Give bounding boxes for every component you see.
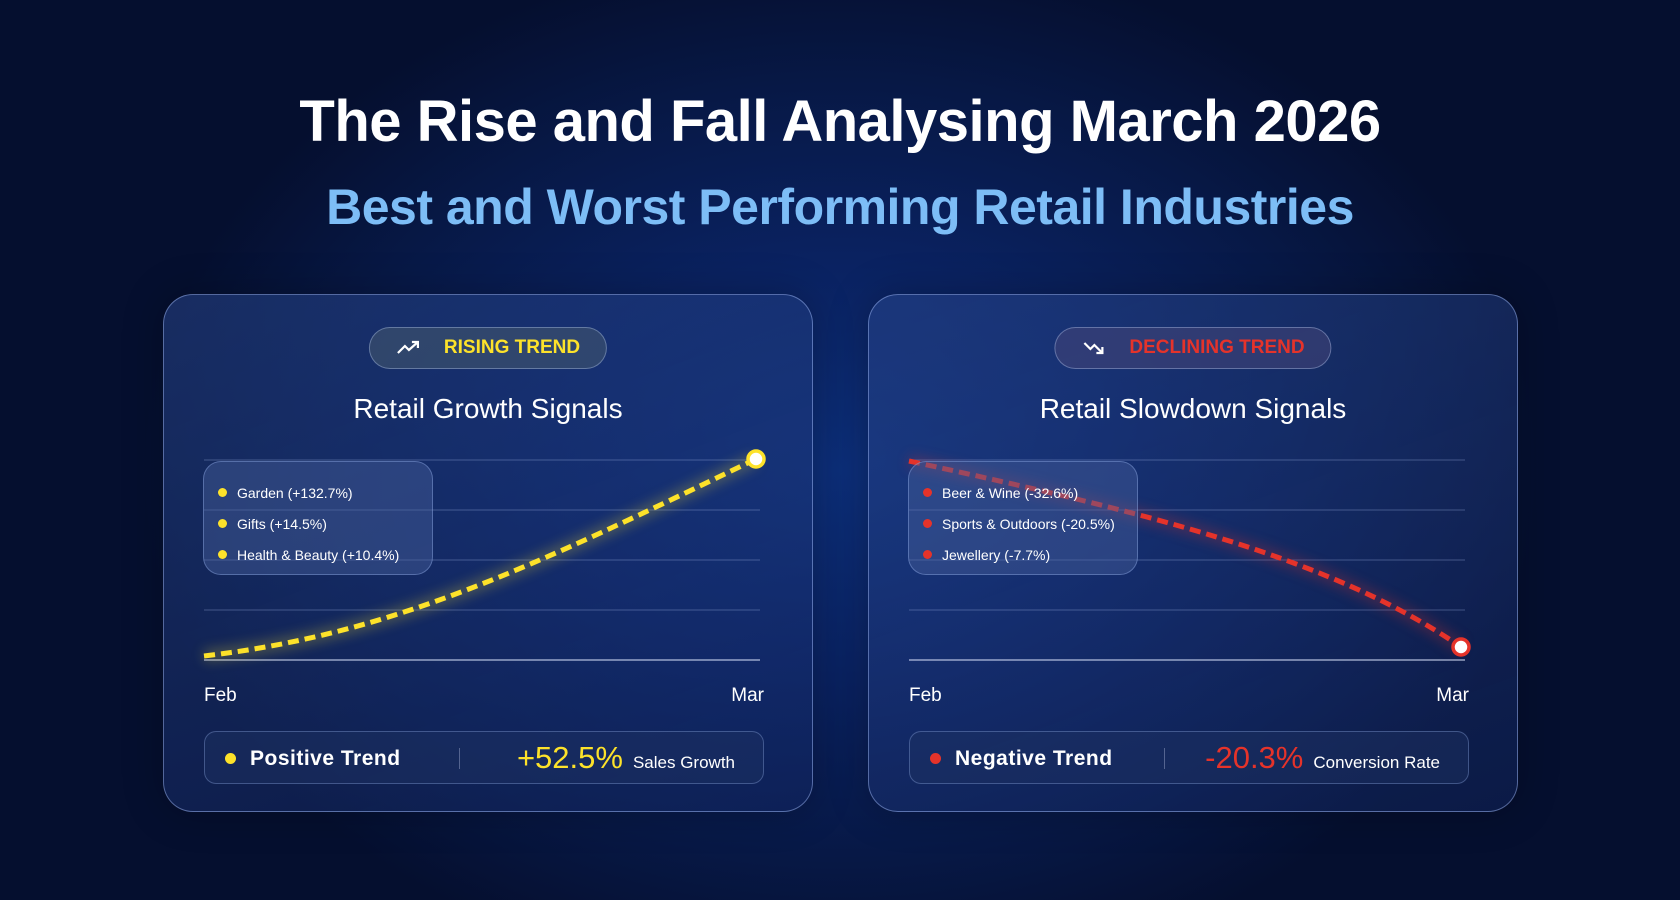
chart-legend: Beer & Wine (-32.6%) Sports & Outdoors (…: [908, 461, 1138, 575]
trend-up-icon: [397, 340, 420, 354]
trend-summary: Negative Trend -20.3% Conversion Rate: [909, 731, 1469, 784]
metric-label: Sales Growth: [632, 753, 735, 772]
series-line: [908, 458, 1463, 650]
legend-label: Garden (+132.7%): [237, 484, 353, 501]
trend-label: Positive Trend: [250, 746, 401, 770]
x-tick-label: Mar: [1436, 685, 1469, 706]
legend-dot-icon: [923, 519, 932, 528]
x-tick-label: Feb: [204, 685, 237, 706]
metric-label: Conversion Rate: [1313, 753, 1440, 772]
trend-label: Negative Trend: [955, 746, 1113, 770]
x-tick-label: Feb: [909, 685, 942, 706]
declining-trend-badge: DECLINING TREND: [1054, 327, 1332, 369]
trend-down-icon: [1083, 342, 1104, 355]
metric-value: +52.5%: [516, 740, 623, 775]
legend-dot-icon: [218, 550, 227, 559]
chart-legend: Garden (+132.7%) Gifts (+14.5%) Health &…: [203, 461, 433, 575]
card-title: Retail Growth Signals: [353, 393, 623, 424]
growth-chart-svg: [203, 449, 766, 662]
legend-label: Health & Beauty (+10.4%): [237, 546, 400, 563]
status-dot-icon: [930, 753, 941, 764]
legend-item: Health & Beauty (+10.4%): [218, 539, 432, 570]
legend-item: Gifts (+14.5%): [218, 508, 432, 539]
slowdown-chart-svg: [907, 455, 1471, 661]
trend-summary: Positive Trend +52.5% Sales Growth: [204, 731, 764, 784]
divider: [459, 748, 460, 769]
page-subtitle: Best and Worst Performing Retail Industr…: [326, 179, 1354, 235]
legend-label: Jewellery (-7.7%): [942, 546, 1051, 563]
legend-item: Jewellery (-7.7%): [923, 539, 1137, 570]
divider: [1164, 748, 1165, 769]
badge-label: DECLINING TREND: [1129, 337, 1305, 358]
legend-item: Sports & Outdoors (-20.5%): [923, 508, 1137, 539]
legend-label: Gifts (+14.5%): [237, 515, 327, 532]
rising-trend-badge: RISING TREND: [368, 327, 608, 369]
slowdown-chart: [907, 455, 1471, 661]
metric-value: -20.3%: [1205, 740, 1304, 775]
rising-trend-card: RISING TREND Retail Growth Signals Garde…: [163, 294, 813, 812]
x-tick-label: Mar: [731, 685, 764, 706]
end-point-marker: [746, 449, 766, 469]
legend-dot-icon: [218, 488, 227, 497]
legend-item: Garden (+132.7%): [218, 477, 432, 508]
declining-trend-card: DECLINING TREND Retail Slowdown Signals …: [868, 294, 1518, 812]
legend-label: Beer & Wine (-32.6%): [942, 484, 1079, 501]
page-title: The Rise and Fall Analysing March 2026: [299, 89, 1381, 154]
growth-chart: [203, 449, 766, 662]
legend-dot-icon: [923, 488, 932, 497]
legend-label: Sports & Outdoors (-20.5%): [942, 515, 1115, 532]
status-dot-icon: [225, 753, 236, 764]
legend-item: Beer & Wine (-32.6%): [923, 477, 1137, 508]
badge-label: RISING TREND: [443, 337, 581, 358]
card-title: Retail Slowdown Signals: [1039, 393, 1347, 424]
series-line: [203, 456, 758, 659]
end-point-marker: [1451, 637, 1471, 657]
legend-dot-icon: [923, 550, 932, 559]
legend-dot-icon: [218, 519, 227, 528]
